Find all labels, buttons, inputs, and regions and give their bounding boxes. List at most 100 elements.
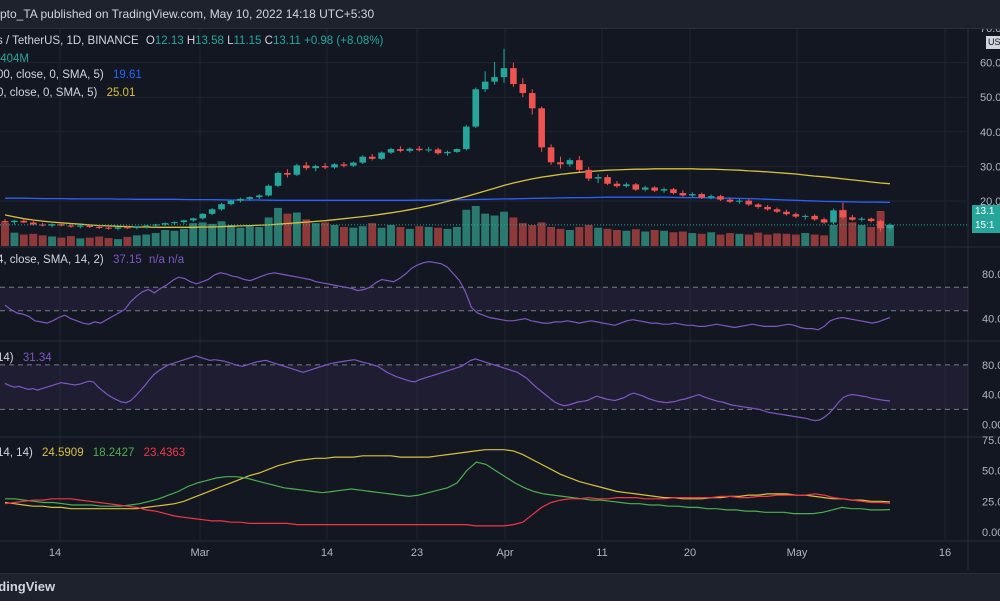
candle-body [425,149,432,151]
volume-bar [161,230,170,246]
volume-bar [283,213,292,246]
volume-bar [763,234,772,246]
candle-body [312,166,319,169]
indicator-tick-label: 40.0 [982,390,1000,402]
mdi-value: 23.4363 [143,447,186,459]
time-tick-label: May [787,547,808,559]
candle-body [444,151,451,154]
volume-bar [490,215,499,246]
publish-header: ypto_TA published on TradingView.com, Ma… [0,0,1000,29]
volume-bar [857,225,866,246]
candle-body [839,210,847,218]
candle-body [274,172,282,186]
volume-bar [170,230,179,246]
volume-bar [189,223,198,246]
candle-body [331,164,338,168]
volume-bar [227,225,235,246]
volume-bar [547,226,556,246]
candle-body [707,196,715,198]
volume-bar [264,217,273,246]
volume-bar [123,236,132,246]
candle-body [491,77,498,82]
candle-body [1,221,9,223]
candle-body [472,89,480,127]
volume-bar [481,213,490,246]
volume-bar [575,226,584,246]
volume-bar [678,231,687,246]
price-tick-label: 60.00 [980,58,1000,70]
candle-body [265,185,272,196]
candle-body [801,215,809,217]
indicator-tick-label: 80.0 [982,360,1000,372]
time-tick-label: Mar [191,547,210,559]
footer-bar: radingView [0,573,1000,601]
candle-body [67,225,75,227]
candle-body [237,198,244,201]
volume-bar [19,234,28,246]
volume-bar [565,230,574,246]
volume-bar [820,235,829,246]
volume-bar [85,237,94,246]
volume-bar [744,234,753,246]
candle-body [359,156,367,163]
candle-body [340,164,348,166]
volume-bar [339,226,348,246]
candle-body [208,209,216,214]
volume-bar [537,222,546,246]
candle-body [641,187,649,190]
adx-line [4,449,891,510]
candle-body [58,224,65,226]
candle-body [660,189,668,191]
volume-bar [452,226,461,246]
volume-bar [810,234,819,246]
volume-bar [198,222,207,246]
time-tick-label: 14 [321,547,333,559]
volume-bar [509,217,518,246]
time-tick-label: Apr [496,547,513,559]
volume-bar [151,233,160,246]
candle-body [415,148,423,151]
volume-bar [387,225,395,246]
change-value: +0.98 (+8.08%) [304,35,384,47]
candle-body [142,225,150,227]
close-value: 13.11 [272,35,301,47]
candle-body [463,126,470,150]
volume-bar [104,238,113,246]
indicator-tick-label: 0.00 [982,419,1000,431]
candle-body [557,162,564,165]
volume-bar [471,206,480,246]
candle-body [86,225,94,227]
rsi-line [4,260,891,331]
indicator-tick-label: 0.00 [982,527,1000,539]
volume-bar [867,226,876,246]
indicator-tick-label: 50.00 [982,466,1000,478]
volume-bar [29,233,38,246]
volume-bar [518,223,527,246]
candle-body [321,166,329,168]
rsi-legend: 4, close, SMA, 14, 2) 37.15 n/a n/a [0,254,185,266]
candle-body [124,227,131,229]
volume-bar [613,230,621,246]
volume-bar [848,222,857,246]
candle-body [20,220,28,223]
candle-body [29,222,37,225]
candle-body [190,218,197,221]
candle-body [481,81,489,90]
volume-bar [725,233,734,246]
minus-di-line [4,493,891,527]
candle-body [453,149,461,152]
footer-brand: radingView [0,579,56,594]
candle-body [576,160,583,170]
candle-body [255,195,263,198]
volume-bar [321,222,330,246]
candle-body [717,196,724,200]
volume-bar [245,226,254,246]
candle-body [867,218,875,222]
candle-body [350,162,357,166]
candle-body [218,204,225,210]
volume-legend: .404M [0,53,29,65]
volume-bar [396,226,405,246]
candle-body [547,147,555,163]
volume-bar [10,232,19,246]
countdown-tag: 15:1 [972,219,1000,233]
